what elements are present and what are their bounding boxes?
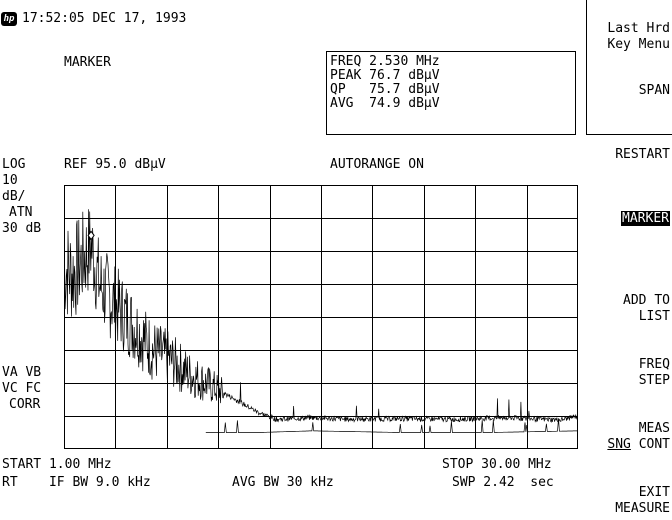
softkey-freq-step-line2[interactable]: STEP: [639, 374, 670, 388]
hp-logo: hp: [1, 12, 17, 26]
spectrum-graticule: [64, 185, 578, 449]
softkey-last-hrd-line1[interactable]: Last Hrd: [607, 22, 670, 36]
autorange: AUTORANGE ON: [330, 158, 424, 172]
flags-line1: VA VB: [2, 366, 41, 380]
flags-line3: CORR: [9, 398, 40, 412]
scale-per-div-unit: dB/: [2, 190, 25, 204]
softkey-last-hrd-line2[interactable]: Key Menu: [607, 38, 670, 52]
softkey-meas-line1[interactable]: MEAS: [639, 422, 670, 436]
atten-label: ATN: [9, 206, 32, 220]
marker-readout-box: FREQ 2.530 MHz PEAK 76.7 dBµV QP 75.7 dB…: [326, 51, 576, 135]
stop-freq: STOP 30.00 MHz: [442, 458, 552, 472]
softkey-meas-cont: CONT: [639, 437, 670, 452]
softkey-freq-step-line1[interactable]: FREQ: [639, 358, 670, 372]
rbw: RT IF BW 9.0 kHz: [2, 476, 151, 490]
softkey-exit-line2[interactable]: MEASURE: [615, 502, 670, 516]
datetime: 17:52:05 DEC 17, 1993: [22, 12, 186, 26]
scale-type: LOG: [2, 158, 25, 172]
softkey-exit-line1[interactable]: EXIT: [639, 486, 670, 500]
avg-bw: AVG BW 30 kHz: [232, 476, 334, 490]
softkey-add-to-line1[interactable]: ADD TO: [623, 294, 670, 308]
mode-label: MARKER: [64, 56, 111, 70]
softkey-span[interactable]: SPAN: [639, 84, 670, 98]
softkey-marker-label: MARKER: [621, 211, 670, 226]
ref-level: REF 95.0 dBµV: [64, 158, 166, 172]
softkey-add-to-line2[interactable]: LIST: [639, 310, 670, 324]
marker-freq: FREQ 2.530 MHz: [330, 55, 440, 69]
marker-avg: AVG 74.9 dBµV: [330, 97, 440, 111]
start-freq: START 1.00 MHz: [2, 458, 112, 472]
flags-line2: VC FC: [2, 382, 41, 396]
softkey-meas-sng: SNG: [607, 437, 630, 452]
scale-per-div-value: 10: [2, 174, 18, 188]
marker-peak: PEAK 76.7 dBµV: [330, 69, 440, 83]
atten-value: 30 dB: [2, 222, 41, 236]
softkey-marker[interactable]: MARKER: [621, 212, 670, 226]
sweep-time: SWP 2.42 sec: [452, 476, 554, 490]
marker-qp: QP 75.7 dBµV: [330, 83, 440, 97]
softkey-restart[interactable]: RESTART: [615, 148, 670, 162]
softkey-meas-sng-cont[interactable]: SNG CONT: [607, 438, 670, 452]
